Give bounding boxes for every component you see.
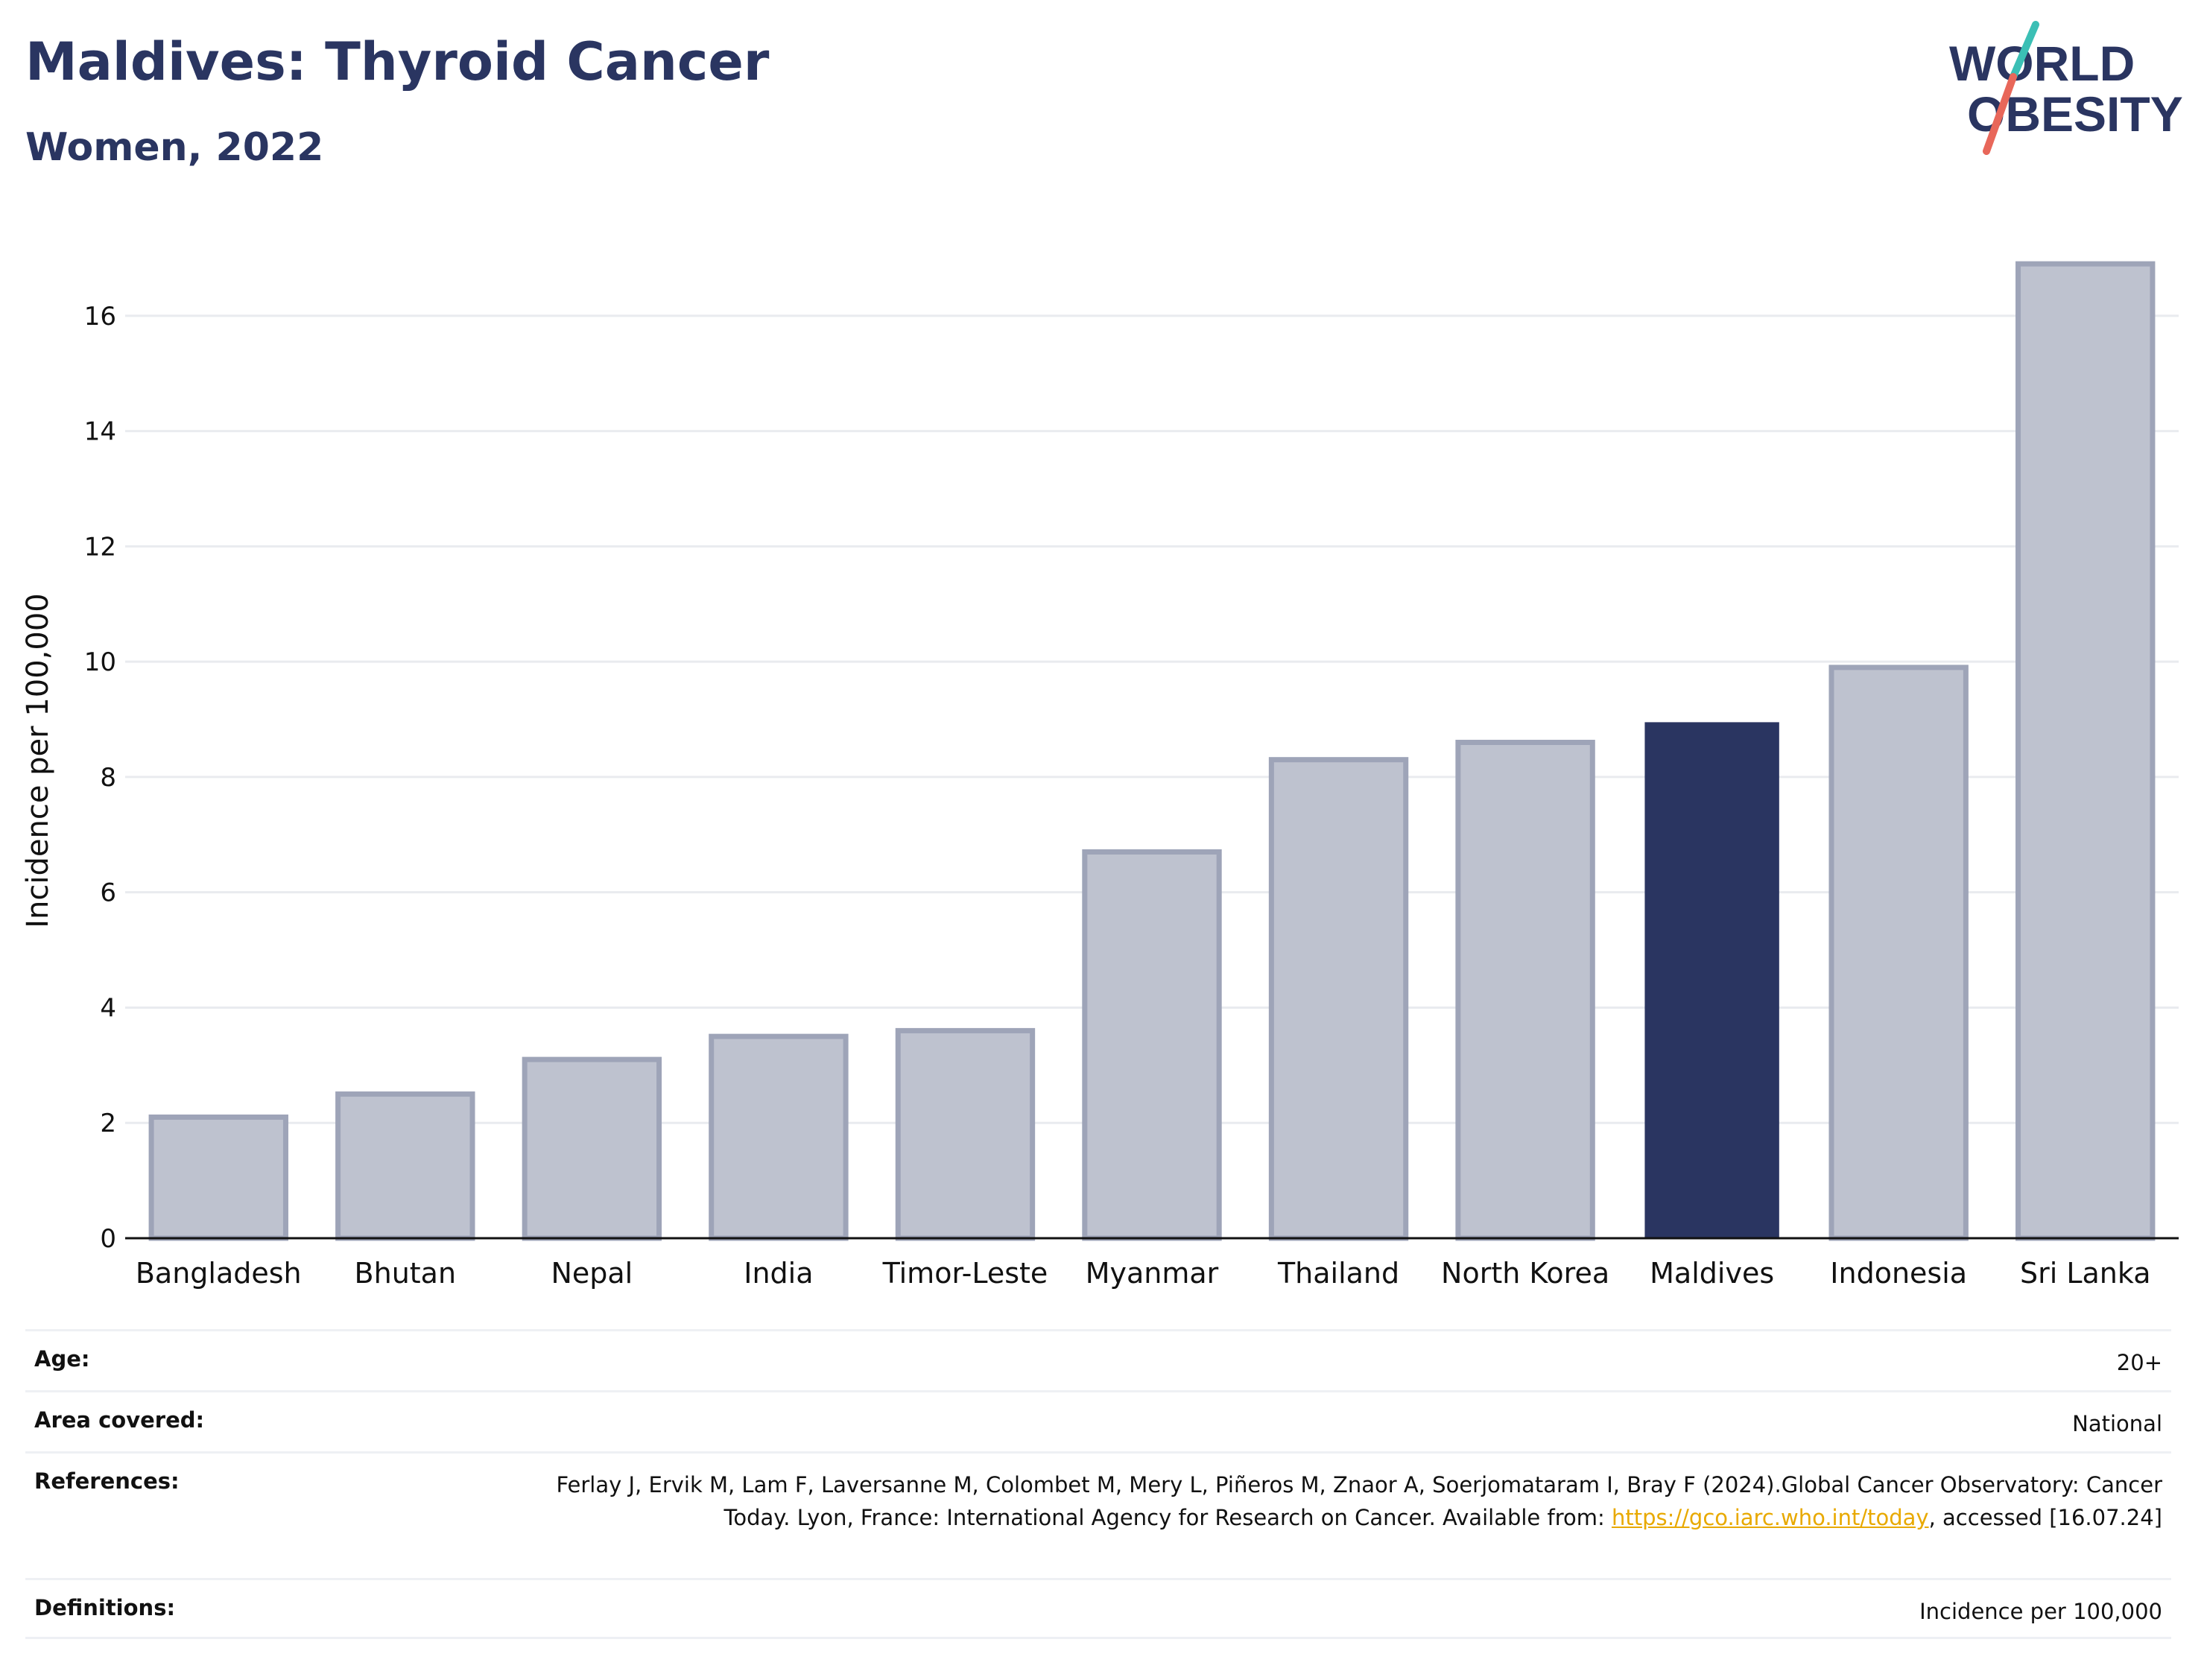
bars (148, 261, 2156, 1241)
page-subtitle: Women, 2022 (25, 125, 324, 170)
x-tick-label: North Korea (1441, 1257, 1609, 1290)
x-tick-label: Thailand (1277, 1257, 1399, 1290)
definitions-label: Definitions: (34, 1595, 176, 1620)
x-tick-label: India (744, 1257, 813, 1290)
x-tick-label: Bhutan (355, 1257, 457, 1290)
logo-slash-top (2010, 21, 2039, 80)
bar-timor-leste (895, 1027, 1036, 1241)
bar-maldives (1644, 722, 1779, 1238)
references-link[interactable]: https://gco.iarc.who.int/today (1611, 1505, 1929, 1530)
area-value: National (2072, 1411, 2162, 1436)
definitions-value: Incidence per 100,000 (1919, 1599, 2162, 1624)
y-tick-label: 10 (84, 647, 116, 677)
logo-line-1: WORLD (1949, 36, 2135, 91)
y-tick-label: 6 (100, 878, 116, 908)
bar-sri-lanka (2015, 261, 2156, 1241)
y-tick-label: 0 (100, 1224, 116, 1254)
meta-row-age: Age: 20+ (25, 1329, 2171, 1390)
x-tick-label: Myanmar (1086, 1257, 1219, 1290)
bar-bhutan (335, 1091, 475, 1241)
y-tick-label: 8 (100, 763, 116, 793)
y-tick-label: 4 (100, 993, 116, 1023)
bar-north-korea (1455, 739, 1595, 1241)
metadata-table: Age: 20+ Area covered: National Referenc… (25, 1329, 2171, 1639)
x-tick-label: Sri Lanka (2020, 1257, 2151, 1290)
logo-slash-bottom (1983, 73, 2017, 155)
y-tick-labels: 0 2 4 6 8 10 12 14 16 (84, 302, 116, 1254)
x-tick-label: Bangladesh (136, 1257, 302, 1290)
age-label: Age: (34, 1346, 90, 1372)
age-value: 20+ (2116, 1350, 2162, 1375)
bar-chart: 0 2 4 6 8 10 12 14 16 Bangladesh Bhutan Nepal India… (21, 261, 2179, 1290)
x-tick-label: Maldives (1650, 1257, 1774, 1290)
x-tick-label: Indonesia (1830, 1257, 1967, 1290)
x-tick-labels: Bangladesh Bhutan Nepal India Timor-Leste Mya… (136, 1257, 2151, 1290)
y-tick-label: 16 (84, 302, 116, 332)
references-text-end: , accessed [16.07.24] (1928, 1505, 2162, 1530)
x-tick-label: Nepal (551, 1257, 633, 1290)
page-title: Maldives: Thyroid Cancer (25, 31, 770, 92)
bar-india (709, 1033, 849, 1241)
meta-row-references: References: Ferlay J, Ervik M, Lam F, La… (25, 1451, 2171, 1578)
references-text: Ferlay J, Ervik M, Lam F, Laversanne M, … (556, 1472, 2162, 1530)
bar-myanmar (1082, 849, 1222, 1241)
area-label: Area covered: (34, 1407, 205, 1433)
world-obesity-logo: WORLD OBESITY (1949, 21, 2183, 155)
bar-thailand (1268, 757, 1409, 1241)
references-label: References: (34, 1468, 180, 1494)
y-axis-title: Incidence per 100,000 (21, 593, 55, 928)
bar-indonesia (1828, 665, 1969, 1241)
meta-row-definitions: Definitions: Incidence per 100,000 (25, 1578, 2171, 1639)
bar-nepal (522, 1056, 662, 1241)
meta-row-area: Area covered: National (25, 1390, 2171, 1451)
x-tick-label: Timor-Leste (882, 1257, 1048, 1290)
y-tick-label: 14 (84, 417, 116, 447)
references-value: Ferlay J, Ervik M, Lam F, Laversanne M, … (523, 1468, 2162, 1559)
bar-bangladesh (148, 1114, 288, 1241)
y-tick-label: 12 (84, 532, 116, 562)
y-tick-label: 2 (100, 1109, 116, 1138)
